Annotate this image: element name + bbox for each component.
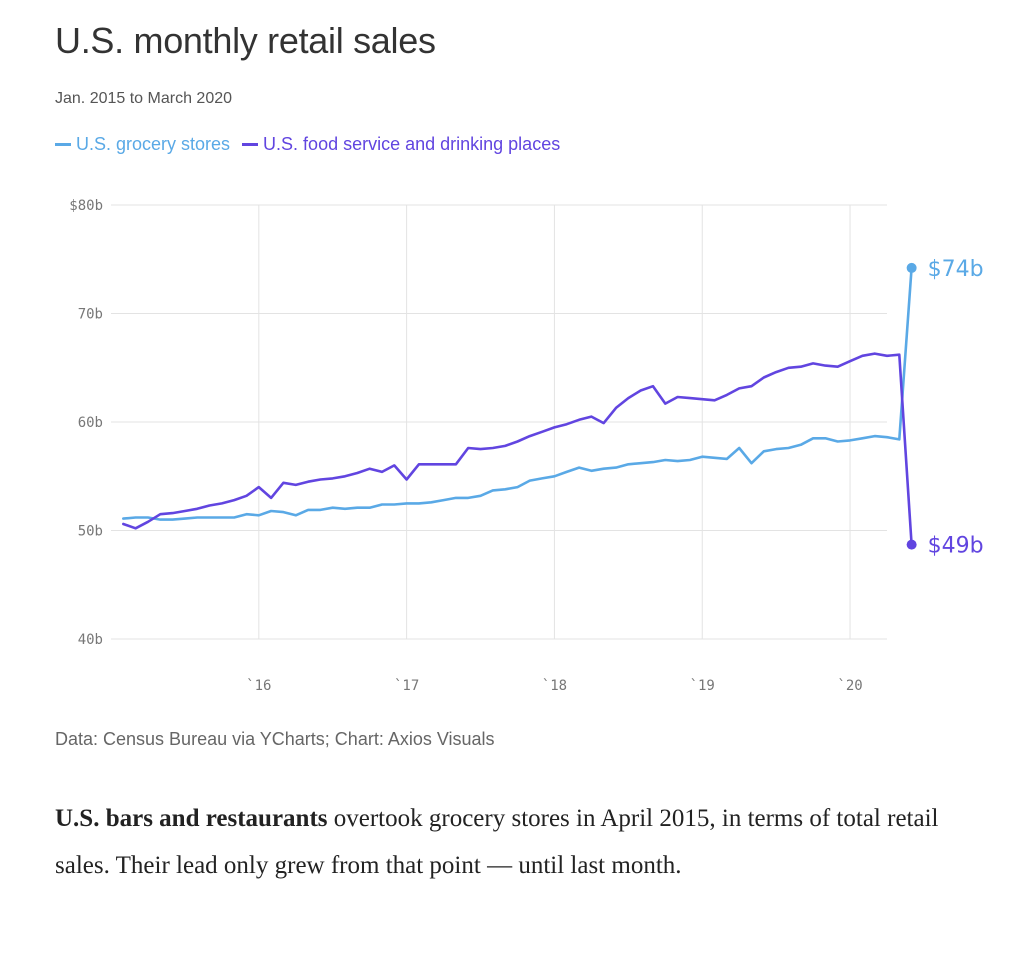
y-tick-label: 40b <box>78 632 103 648</box>
x-tick-label: `16 <box>246 678 271 694</box>
y-tick-label: $80b <box>69 198 103 214</box>
series-end-label-0: $74b <box>928 257 984 282</box>
line-chart: $80b 70b 60b 50b 40b `16 `17 `18 `19 `20 $74b $49b <box>69 198 984 694</box>
x-tick-label: `18 <box>542 678 567 694</box>
chart-title: U.S. monthly retail sales <box>55 20 436 61</box>
series-end-label-1: $49b <box>928 534 984 559</box>
chart-subtitle: Jan. 2015 to March 2020 <box>55 90 233 107</box>
x-tick-label: `17 <box>394 678 419 694</box>
series-end-point-1 <box>906 539 917 550</box>
series-end-point-0 <box>906 262 917 273</box>
legend-label-food-service: U.S. food service and drinking places <box>263 134 561 154</box>
chart-legend: U.S. grocery stores U.S. food service an… <box>55 134 560 155</box>
y-tick-label: 60b <box>78 415 103 431</box>
y-tick-label: 70b <box>78 307 103 323</box>
series-line-0 <box>122 266 913 521</box>
x-tick-label: `19 <box>690 678 715 694</box>
y-tick-label: 50b <box>78 524 103 540</box>
article-lead-bold: U.S. bars and restaurants <box>55 805 328 832</box>
x-tick-label: `20 <box>837 678 862 694</box>
legend-label-grocery: U.S. grocery stores <box>76 134 231 154</box>
series-line-1 <box>122 352 913 546</box>
article-paragraph: U.S. bars and restaurants overtook groce… <box>55 795 985 889</box>
chart-source: Data: Census Bureau via YCharts; Chart: … <box>55 729 495 749</box>
legend-swatch-grocery <box>55 143 71 146</box>
legend-item-grocery: U.S. grocery stores <box>55 134 230 155</box>
article-lead-rest: overtook grocery stores in April 2015, i… <box>55 805 939 879</box>
legend-item-food-service: U.S. food service and drinking places <box>242 134 560 155</box>
legend-swatch-food-service <box>242 143 259 146</box>
